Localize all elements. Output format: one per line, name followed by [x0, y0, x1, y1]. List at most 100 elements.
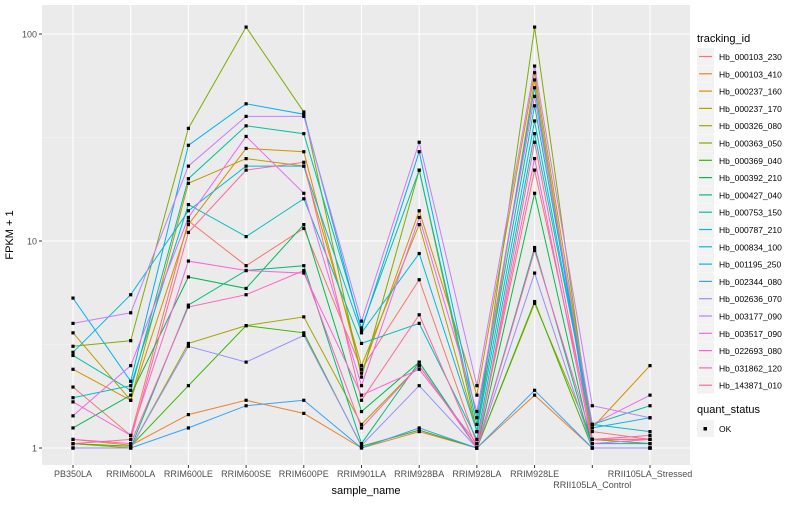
data-point [302, 331, 306, 335]
data-point [244, 124, 248, 128]
data-point [533, 25, 537, 29]
data-point [244, 164, 248, 168]
legend-label: Hb_000103_230 [719, 52, 782, 62]
data-point [302, 191, 306, 195]
data-point [359, 393, 364, 397]
data-point [359, 442, 364, 446]
data-point [590, 430, 594, 434]
data-point [129, 388, 133, 392]
data-point [129, 364, 133, 368]
data-point [186, 143, 190, 147]
legend-item: Hb_000103_230 [697, 48, 782, 65]
data-point [302, 315, 306, 319]
data-point [648, 437, 652, 442]
legend-item: Hb_000753_150 [697, 203, 782, 221]
legend-label: Hb_000753_150 [719, 208, 782, 218]
data-point [417, 364, 421, 368]
x-tick-label: RRIM901LA [337, 469, 386, 479]
legend-label: Hb_003517_090 [719, 329, 782, 339]
data-point [648, 416, 652, 420]
data-point [244, 264, 248, 268]
data-point [417, 384, 421, 388]
data-point [417, 278, 421, 282]
data-point [129, 433, 133, 438]
data-point [533, 132, 537, 136]
legend-item: Hb_000103_410 [697, 65, 782, 83]
data-point [533, 140, 537, 144]
data-point [186, 303, 190, 307]
data-point [129, 393, 133, 397]
legend-item: Hb_000392_210 [697, 169, 782, 187]
data-point [359, 331, 364, 335]
legend-title: tracking_id [697, 33, 750, 45]
legend-label: Hb_000392_210 [719, 173, 782, 183]
data-point [533, 157, 537, 161]
data-point [186, 412, 190, 417]
data-point [244, 360, 248, 364]
data-point [359, 371, 364, 375]
data-point [417, 140, 421, 144]
data-point [533, 104, 537, 108]
x-tick-label: RRIM600SE [221, 469, 271, 479]
data-point [533, 86, 537, 90]
data-point [71, 344, 75, 348]
data-point [129, 444, 133, 448]
data-point [186, 341, 190, 346]
data-point [533, 271, 537, 275]
data-point [71, 385, 75, 389]
data-point [359, 446, 364, 450]
data-point [129, 398, 133, 402]
data-point [533, 168, 537, 172]
data-point [129, 311, 133, 315]
y-axis-title: FPKM + 1 [4, 210, 16, 259]
data-point [186, 275, 190, 279]
data-point [359, 319, 364, 323]
data-point [417, 360, 421, 364]
legend: tracking_id Hb_000103_230 Hb_000103_410 Hb… [697, 33, 782, 437]
data-point [302, 271, 306, 275]
legend-item: Hb_000369_040 [697, 151, 782, 169]
data-point [359, 341, 364, 346]
data-point [648, 442, 652, 446]
data-point [475, 446, 479, 450]
data-point [533, 301, 537, 305]
legend-item: Hb_000427_040 [697, 186, 782, 204]
data-point [244, 168, 248, 172]
data-point [533, 388, 537, 392]
legend-label: Hb_000237_160 [719, 87, 782, 97]
data-point [186, 223, 190, 227]
data-point [186, 164, 190, 168]
data-point [186, 305, 190, 309]
x-tick-label: PB350LA [54, 469, 92, 479]
data-point [590, 426, 594, 430]
x-tick-label: RRIM600PE [279, 469, 329, 479]
data-point [648, 446, 652, 450]
data-point [244, 235, 248, 239]
data-point [302, 110, 306, 114]
data-point [359, 364, 364, 368]
data-point [475, 384, 479, 388]
data-point [186, 215, 190, 220]
data-point [71, 396, 75, 400]
legend-label: Hb_143871_010 [719, 381, 782, 391]
x-tick-label: RRII105LA_Stressed [608, 469, 693, 479]
legend-item: Hb_002344_080 [697, 272, 782, 290]
data-point [186, 126, 190, 130]
data-point [71, 367, 75, 371]
legend-item: Hb_000237_170 [697, 99, 782, 117]
data-point [244, 404, 248, 408]
legend-item: Hb_001195_250 [697, 255, 782, 273]
data-point [302, 197, 306, 201]
data-point [533, 119, 537, 123]
data-point [71, 400, 75, 404]
data-point [359, 328, 364, 332]
data-point [359, 384, 364, 388]
data-point [475, 430, 479, 434]
data-point [533, 78, 537, 82]
data-point [244, 157, 248, 161]
data-point [186, 219, 190, 223]
data-point [648, 430, 652, 434]
data-point [359, 409, 364, 414]
x-axis-title: sample_name [331, 485, 400, 497]
